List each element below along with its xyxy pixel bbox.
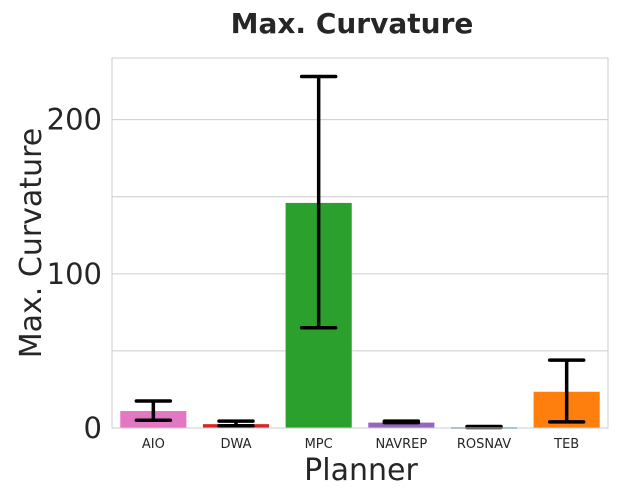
x-tick-label: NAVREP [375,437,427,452]
error-bar-aio [134,399,173,423]
error-bar-mpc [299,74,338,330]
y-tick-label: 100 [47,257,102,291]
x-tick-labels: AIO DWA MPC NAVREP ROSNAV TEB [142,437,579,452]
x-axis-label: Planner [304,453,418,488]
x-tick-label: ROSNAV [457,437,511,452]
error-bars [134,74,586,430]
y-axis-label: Max. Curvature [14,128,49,358]
y-tick-labels: 0 100 200 [47,103,102,445]
x-tick-label: TEB [553,437,579,452]
x-tick-label: AIO [142,437,165,452]
x-tick-label: MPC [305,437,333,452]
error-bar-navrep [382,419,421,425]
bar-navrep [368,422,435,428]
plot-frame [111,57,609,429]
x-tick-label: DWA [220,437,251,452]
error-bar-rosnav [465,424,503,430]
grid-lines [112,119,608,352]
y-tick-label: 0 [84,411,102,445]
error-bar-dwa [217,419,255,428]
bars [120,202,600,429]
chart-title: Max. Curvature [231,7,474,40]
y-tick-label: 200 [47,103,102,137]
error-bar-teb [547,358,586,424]
